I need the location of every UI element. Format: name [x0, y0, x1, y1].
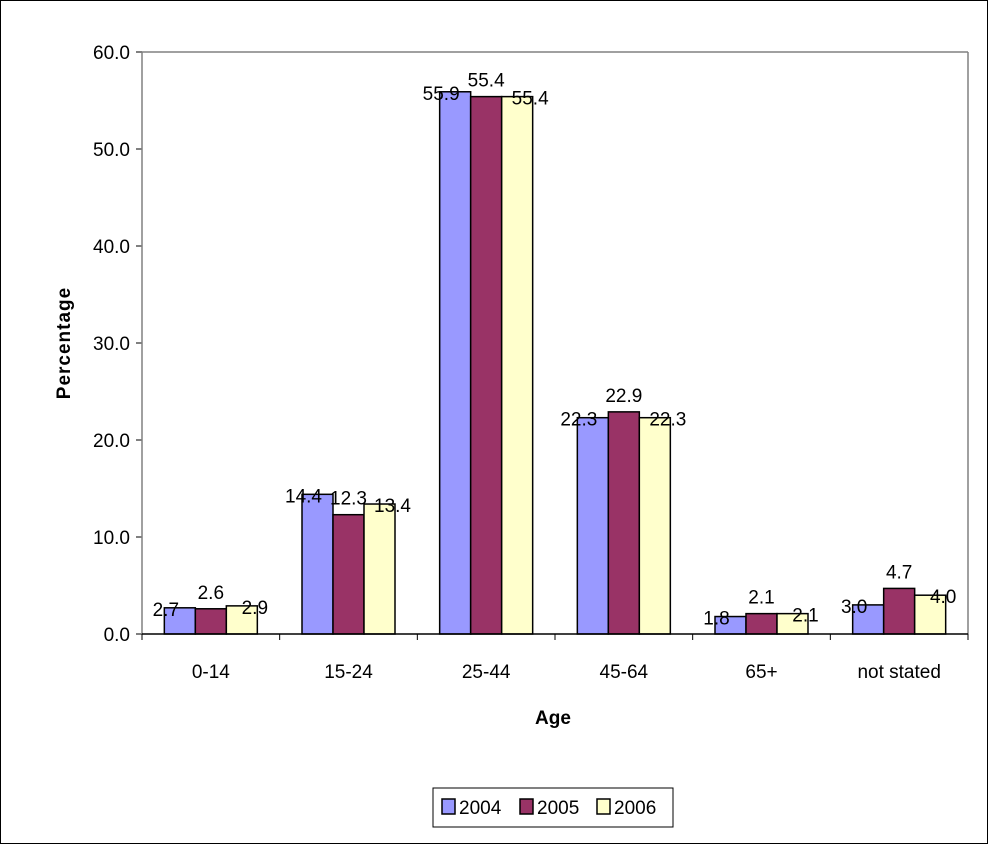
x-tick-label: 25-44 — [462, 662, 511, 683]
bar-2006-25-44 — [500, 95, 534, 635]
legend-label-2006: 2006 — [614, 798, 656, 819]
x-axis-ticks: 0-14 15-24 25-44 45-64 65+ not stated — [141, 634, 969, 683]
data-label: 2.1 — [748, 588, 774, 609]
x-tick-label: 0-14 — [192, 662, 230, 683]
legend-swatch-2006 — [596, 798, 611, 815]
bar-2006-0-14 — [225, 605, 259, 635]
bar-2006-not-stated — [913, 594, 947, 635]
data-label: 2.1 — [792, 606, 818, 627]
legend: 2004 2005 2006 — [432, 787, 674, 828]
bar-2005-25-44 — [469, 95, 503, 635]
bar-2005-15-24 — [332, 513, 365, 635]
y-axis-ticks: 0.0 10.0 20.0 30.0 40.0 50.0 60.0 — [93, 43, 142, 646]
bar-2006-15-24 — [363, 503, 396, 635]
bar-2004-45-64 — [576, 416, 610, 635]
x-axis-title: Age — [535, 708, 571, 729]
y-tick-label: 60.0 — [93, 43, 130, 64]
data-label: 13.4 — [374, 496, 411, 517]
x-tick-label: 15-24 — [324, 662, 373, 683]
bars — [163, 91, 947, 635]
data-label: 2.7 — [153, 600, 179, 621]
data-label: 14.4 — [285, 486, 322, 507]
data-label: 22.3 — [560, 410, 597, 431]
y-tick-label: 40.0 — [93, 237, 130, 258]
legend-label-2004: 2004 — [459, 798, 502, 819]
data-label: 3.0 — [841, 597, 867, 618]
bar-2006-45-64 — [638, 416, 672, 635]
bar-2005-not-stated — [882, 587, 916, 635]
data-label: 4.7 — [886, 562, 912, 583]
bar-2005-0-14 — [194, 608, 228, 635]
data-label: 12.3 — [330, 489, 367, 510]
x-tick-label: 45-64 — [600, 662, 649, 683]
y-tick-label: 30.0 — [93, 334, 130, 355]
data-label: 55.4 — [512, 89, 549, 110]
data-label: 1.8 — [703, 609, 729, 630]
data-label: 55.4 — [468, 71, 505, 92]
x-tick-label: 65+ — [745, 662, 777, 683]
data-label: 55.9 — [423, 84, 460, 105]
y-tick-label: 10.0 — [93, 528, 130, 549]
y-tick-label: 20.0 — [93, 431, 130, 452]
legend-swatch-2004 — [441, 798, 456, 815]
bar-2005-65+ — [745, 612, 778, 635]
data-label: 4.0 — [930, 587, 956, 608]
legend-box — [432, 787, 674, 828]
legend-label-2005: 2005 — [537, 798, 579, 819]
x-tick-label: not stated — [857, 662, 940, 683]
data-label: 22.3 — [649, 410, 686, 431]
bar-2004-25-44 — [438, 91, 472, 635]
bar-2004-15-24 — [301, 493, 334, 635]
y-tick-label: 0.0 — [104, 625, 130, 646]
legend-swatch-2005 — [519, 798, 534, 815]
data-labels: 2.7 14.4 55.9 22.3 1.8 3.0 2.6 12.3 55.4 22.9 2.1 4… — [153, 71, 957, 630]
y-tick-label: 50.0 — [93, 140, 130, 161]
bar-2005-45-64 — [607, 411, 641, 635]
y-axis-title: Percentage — [54, 287, 75, 399]
data-label: 22.9 — [605, 386, 642, 407]
data-label: 2.6 — [198, 583, 224, 604]
axes — [141, 51, 969, 635]
data-label: 2.9 — [242, 598, 268, 619]
